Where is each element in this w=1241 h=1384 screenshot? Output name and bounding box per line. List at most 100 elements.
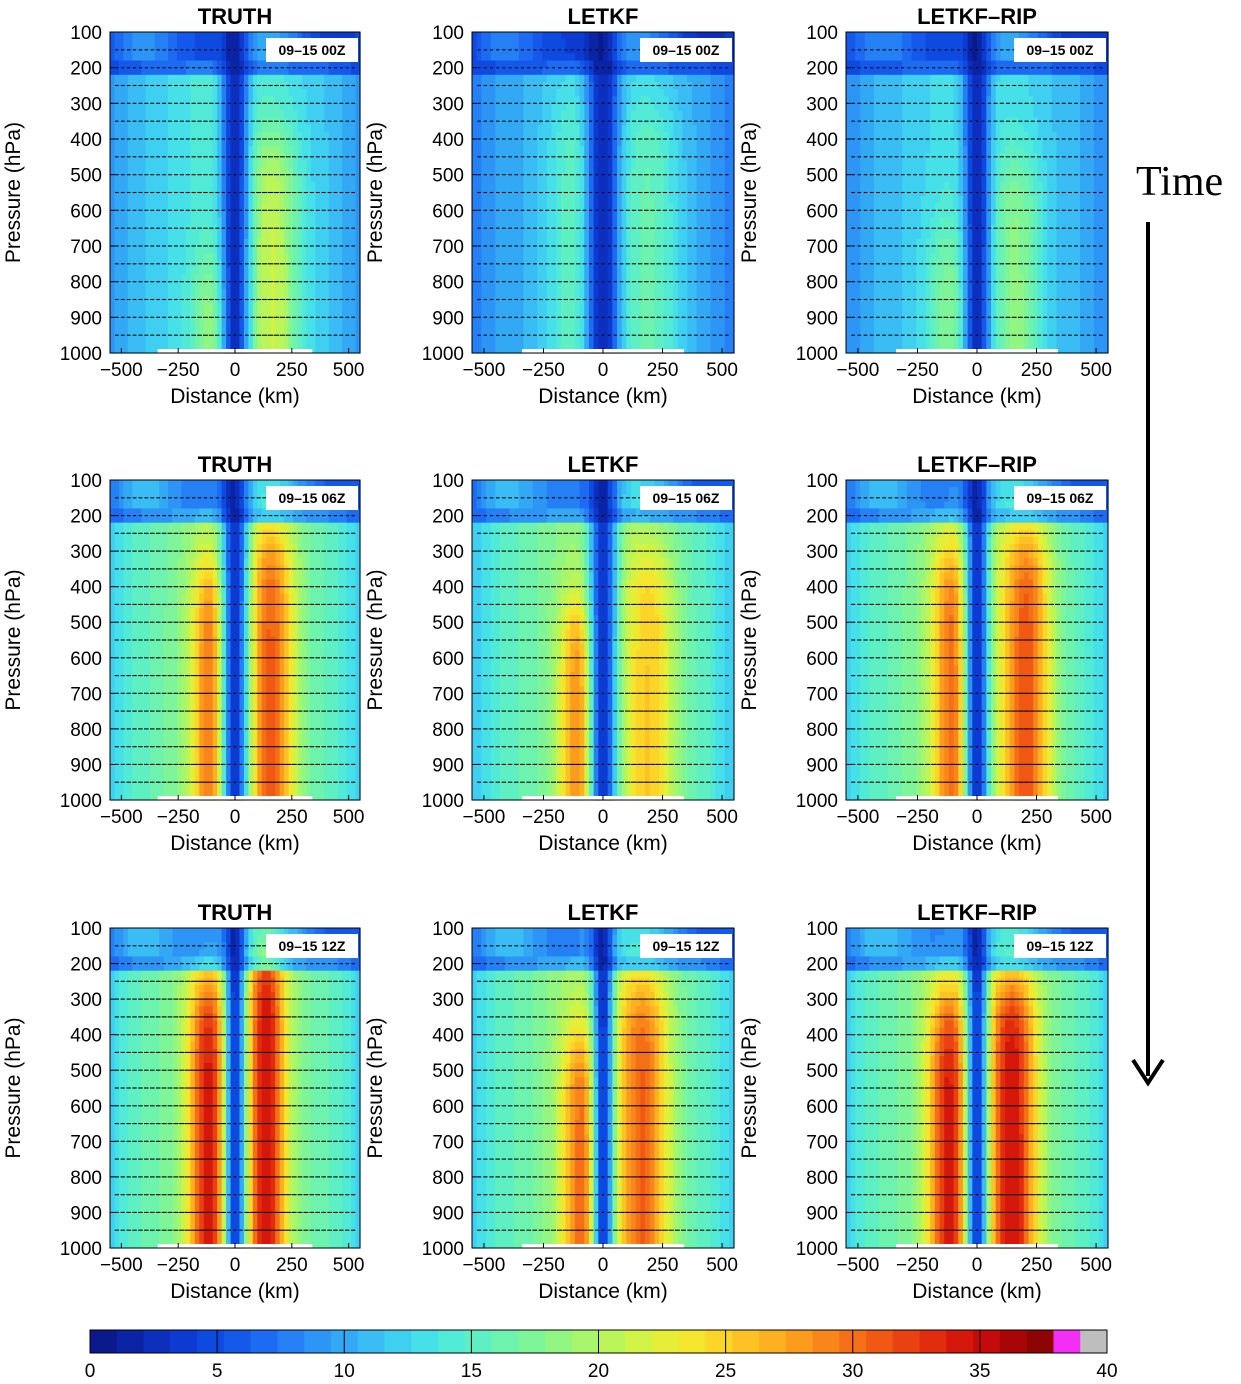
field-cell	[324, 232, 329, 240]
field-cell	[315, 139, 320, 147]
field-cell	[514, 239, 519, 247]
field-cell	[204, 168, 209, 176]
field-cell	[542, 168, 547, 176]
field-cell	[262, 289, 267, 297]
field-cell	[244, 210, 249, 218]
field-cell	[275, 182, 280, 190]
field-cell	[123, 139, 128, 147]
field-cell	[159, 89, 164, 97]
field-cell	[347, 125, 352, 133]
field-cell	[137, 289, 142, 297]
field-cell	[342, 275, 347, 283]
field-cell	[505, 32, 510, 40]
field-cell	[132, 132, 137, 140]
field-cell	[186, 275, 191, 283]
field-cell	[128, 317, 133, 325]
field-cell	[110, 189, 115, 197]
field-cell	[329, 110, 334, 118]
field-cell	[324, 168, 329, 176]
field-cell	[213, 132, 218, 140]
field-cell	[235, 132, 240, 140]
field-cell	[181, 175, 186, 183]
field-cell	[486, 210, 491, 218]
field-cell	[523, 146, 528, 154]
field-cell	[342, 246, 347, 254]
field-cell	[500, 282, 505, 290]
field-cell	[280, 132, 285, 140]
field-cell	[213, 282, 218, 290]
field-cell	[141, 324, 146, 332]
field-cell	[222, 289, 227, 297]
field-cell	[280, 196, 285, 204]
field-cell	[533, 239, 538, 247]
field-cell	[226, 53, 231, 61]
field-cell	[213, 303, 218, 311]
field-cell	[481, 68, 486, 76]
field-cell	[505, 339, 510, 347]
field-cell	[491, 75, 496, 83]
field-cell	[253, 246, 258, 254]
field-cell	[155, 267, 160, 275]
field-cell	[181, 146, 186, 154]
field-cell	[509, 317, 514, 325]
field-cell	[477, 210, 482, 218]
field-cell	[333, 239, 338, 247]
field-cell	[168, 182, 173, 190]
field-cell	[177, 253, 182, 261]
field-cell	[347, 103, 352, 111]
field-cell	[164, 39, 169, 47]
x-tick-label: 0	[230, 360, 241, 381]
y-tick-label: 700	[70, 237, 102, 258]
field-cell	[146, 253, 151, 261]
field-cell	[315, 239, 320, 247]
field-cell	[173, 182, 178, 190]
field-cell	[491, 32, 496, 40]
field-cell	[347, 132, 352, 140]
field-cell	[338, 182, 343, 190]
field-cell	[275, 275, 280, 283]
field-cell	[266, 132, 271, 140]
field-cell	[302, 196, 307, 204]
field-cell	[538, 196, 543, 204]
field-cell	[195, 239, 200, 247]
field-cell	[217, 160, 222, 168]
field-cell	[538, 61, 543, 69]
field-cell	[538, 160, 543, 168]
field-cell	[275, 217, 280, 225]
field-cell	[347, 75, 352, 83]
field-cell	[342, 175, 347, 183]
field-cell	[477, 61, 482, 69]
field-cell	[481, 146, 486, 154]
field-cell	[204, 210, 209, 218]
field-cell	[351, 196, 356, 204]
field-cell	[472, 32, 477, 40]
field-cell	[481, 132, 486, 140]
field-cell	[486, 32, 491, 40]
field-cell	[333, 132, 338, 140]
field-cell	[311, 68, 316, 76]
field-cell	[306, 196, 311, 204]
field-cell	[253, 68, 258, 76]
field-cell	[266, 282, 271, 290]
field-cell	[231, 253, 236, 261]
field-cell	[472, 217, 477, 225]
field-cell	[306, 146, 311, 154]
field-cell	[289, 282, 294, 290]
panels-grid: 1002003004005006007008009001000−500 −250 0…	[2, 4, 1112, 1303]
field-cell	[204, 267, 209, 275]
field-cell	[146, 246, 151, 254]
field-cell	[542, 239, 547, 247]
field-cell	[137, 146, 142, 154]
field-cell	[173, 275, 178, 283]
field-cell	[351, 289, 356, 297]
field-cell	[231, 103, 236, 111]
field-cell	[110, 146, 115, 154]
field-cell	[150, 32, 155, 40]
field-cell	[275, 132, 280, 140]
field-cell	[472, 346, 477, 354]
field-cell	[324, 196, 329, 204]
field-cell	[542, 125, 547, 133]
field-cell	[253, 175, 258, 183]
field-cell	[509, 110, 514, 118]
field-cell	[155, 182, 160, 190]
